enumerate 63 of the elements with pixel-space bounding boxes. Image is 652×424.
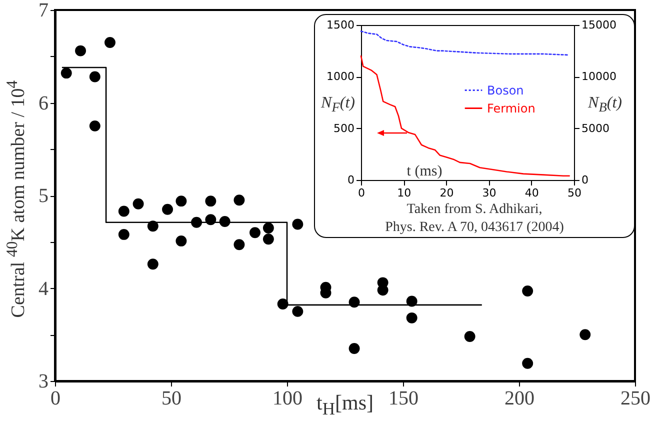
point	[104, 36, 116, 48]
legend-label: Fermion	[486, 100, 535, 115]
y-tick-label: 1000	[326, 70, 354, 83]
point	[60, 68, 72, 79]
x-tick-label: 50	[162, 388, 182, 410]
x-axis-title: t (ms)	[406, 163, 442, 179]
point	[292, 306, 304, 317]
point	[406, 312, 418, 324]
point	[147, 258, 158, 270]
y-tick-label: 4	[38, 278, 48, 300]
x-tick-label: 30	[482, 186, 496, 199]
point	[277, 298, 288, 310]
point	[262, 234, 274, 245]
point	[176, 196, 187, 207]
point	[234, 239, 245, 250]
point	[580, 329, 591, 340]
y-tick-label: 6	[38, 92, 48, 114]
x-tick-label: 20	[439, 186, 454, 199]
y2-tick-label: 5000	[581, 121, 609, 134]
y2-axis-title: N$_{B}$(t)	[588, 94, 622, 116]
point	[522, 358, 534, 369]
point	[205, 196, 216, 207]
point	[464, 331, 476, 342]
legend-label: Boson	[486, 82, 524, 97]
annotation: Phys. Rev. A 70, 043617 (2004)	[385, 219, 564, 237]
point	[406, 296, 418, 307]
point	[89, 120, 100, 132]
y-tick-label: 0	[347, 173, 354, 186]
y2-tick-label: 10000	[581, 70, 616, 83]
point	[522, 286, 534, 296]
x-tick-label: 40	[524, 186, 538, 199]
x-tick-label: 150	[388, 388, 418, 410]
x-axis-title: t$_{H}$[ms]	[316, 390, 374, 420]
point	[377, 284, 388, 296]
point	[118, 206, 130, 217]
point	[348, 296, 360, 308]
x-tick-label: 200	[504, 388, 534, 410]
x-tick-label: 250	[620, 388, 650, 410]
point	[89, 71, 100, 82]
line-series	[360, 30, 569, 56]
y-tick-label: 5	[38, 185, 48, 207]
point	[132, 198, 144, 210]
y-tick-label: 7	[38, 0, 48, 22]
y-tick-label: 500	[333, 121, 354, 134]
x-tick-label: 50	[567, 186, 581, 199]
y-tick-label: 1500	[326, 18, 354, 31]
x-tick-label: 0	[358, 186, 364, 199]
point	[250, 227, 260, 238]
annotation: Taken from S. Adhikari,	[406, 201, 542, 219]
point	[234, 194, 245, 206]
point	[262, 222, 274, 234]
x-tick-label: 10	[396, 186, 411, 199]
x-tick-label: 100	[272, 388, 302, 410]
point	[348, 343, 360, 354]
y-axis-title: N$_{F}$(t)	[321, 94, 355, 116]
point	[176, 235, 187, 246]
y2-tick-label: 15000	[581, 18, 616, 31]
point	[292, 218, 304, 230]
y2-tick-label: 0	[581, 173, 588, 186]
point	[75, 45, 86, 56]
point	[118, 228, 130, 240]
y-tick-label: 3	[38, 370, 48, 392]
point	[162, 204, 173, 215]
